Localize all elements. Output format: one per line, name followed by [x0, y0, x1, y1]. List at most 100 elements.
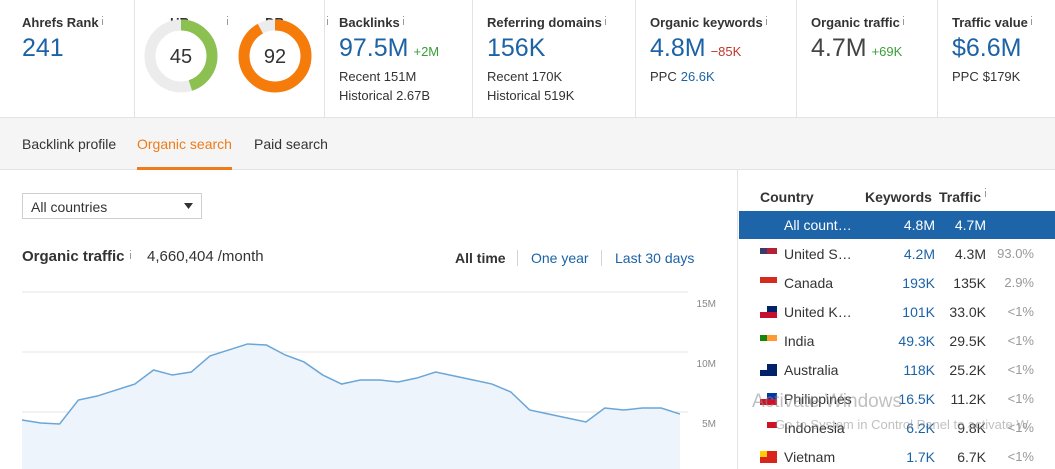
- metrics-bar: [0, 0, 1055, 118]
- country-keywords: 16.5K: [898, 391, 935, 407]
- flag-bottom: [760, 341, 777, 347]
- metric-value-row: 97.5M +2M: [339, 34, 439, 63]
- dropdown-text: All countries: [31, 199, 108, 215]
- country-keywords: 4.2M: [903, 246, 935, 262]
- metric-label: Traffic value: [952, 15, 1028, 30]
- country-row[interactable]: Indonesia 6.2K 9.8K <1%: [739, 414, 1055, 442]
- country-traffic: 25.2K: [949, 362, 986, 378]
- os-watermark-note: Go to System in Control Panel to activat…: [775, 417, 1029, 432]
- total-value: 4,660,404: [147, 248, 214, 265]
- flag-top: [760, 306, 777, 312]
- country-flag: [760, 451, 777, 463]
- flag-mark: [760, 277, 767, 283]
- gauge-arc: [144, 19, 218, 93]
- country-flag: [760, 393, 777, 405]
- metric-cell: Ahrefs Rank 241: [0, 0, 135, 117]
- info-icon: [129, 250, 131, 259]
- country-row[interactable]: Vietnam 1.7K 6.7K <1%: [739, 443, 1055, 469]
- metric-cell: Organic keywords 4.8M −85K PPC 26.6K: [636, 0, 797, 117]
- info-icon: [902, 16, 904, 25]
- country-row[interactable]: Philippines 16.5K 11.2K <1%: [739, 385, 1055, 413]
- country-traffic: 33.0K: [949, 304, 986, 320]
- country-share: <1%: [1007, 333, 1034, 348]
- traffic-area: [22, 343, 680, 469]
- metric-value-row: 4.8M −85K: [650, 34, 741, 63]
- metric-value-row: 4.7M +69K: [811, 34, 902, 63]
- metric-ppc: PPC 26.6K: [650, 69, 715, 84]
- flag-top: [760, 248, 777, 254]
- country-name: Philippines: [784, 391, 852, 407]
- tab[interactable]: Organic search: [137, 136, 232, 152]
- flag-top: [760, 451, 777, 457]
- range-option[interactable]: All time: [455, 250, 506, 266]
- dropdown-arrow: [184, 203, 193, 209]
- metric-value: 97.5M: [339, 34, 409, 62]
- country-share: <1%: [1007, 420, 1034, 435]
- country-row[interactable]: Australia 118K 25.2K <1%: [739, 356, 1055, 384]
- y-tick-label: 5M: [702, 419, 716, 430]
- country-name: Indonesia: [784, 420, 845, 436]
- country-row[interactable]: India 49.3K 29.5K <1%: [739, 327, 1055, 355]
- country-share: <1%: [1007, 362, 1034, 377]
- metric-cell: Referring domains 156K Recent 170K Historic…: [473, 0, 636, 117]
- y-tick-label: 10M: [697, 359, 716, 370]
- metric-label: Ahrefs Rank: [22, 15, 99, 30]
- gauge-value: 45: [170, 46, 192, 68]
- country-row[interactable]: Canada 193K 135K 2.9%: [739, 269, 1055, 297]
- country-traffic: 4.3M: [954, 246, 986, 262]
- tab[interactable]: Backlink profile: [22, 136, 117, 152]
- info-icon: [402, 16, 404, 25]
- country-row[interactable]: United S… 4.2M 4.3M 93.0%: [739, 240, 1055, 268]
- metric-value-row: $6.6M: [952, 34, 1021, 63]
- metric-subline: Historical 519K: [487, 88, 575, 103]
- country-flag: [760, 306, 777, 318]
- country-name: Australia: [784, 362, 839, 378]
- table-header: Keywords: [865, 189, 932, 205]
- metric-ppc: PPC $179K: [952, 69, 1020, 84]
- metric-label: Organic traffic: [811, 15, 900, 30]
- metric-value: 4.7M: [811, 34, 867, 62]
- flag-top: [760, 335, 777, 341]
- country-name: Vietnam: [784, 449, 836, 465]
- country-share: <1%: [1007, 449, 1034, 464]
- country-panel: [737, 170, 1055, 469]
- info-icon: [604, 16, 606, 25]
- country-keywords: 101K: [902, 304, 935, 320]
- country-traffic: 6.7K: [957, 449, 986, 465]
- range-option[interactable]: One year: [531, 250, 589, 266]
- country-flag: [760, 335, 777, 347]
- flag-bottom: [760, 428, 777, 434]
- tab-bar: [0, 118, 1055, 170]
- country-share: 93.0%: [997, 246, 1034, 261]
- country-flag: [760, 248, 777, 260]
- flag-bottom: [760, 254, 777, 260]
- country-dropdown[interactable]: All countries: [22, 193, 202, 219]
- info-icon: [985, 188, 987, 197]
- range-option[interactable]: Last 30 days: [615, 250, 695, 266]
- country-row[interactable]: All count… 4.8M 4.7M: [739, 211, 1055, 239]
- country-share: <1%: [1007, 304, 1034, 319]
- country-keywords: 118K: [903, 362, 935, 378]
- traffic-line: [21, 343, 681, 425]
- country-traffic: 135K: [953, 275, 986, 291]
- metric-value-row: 156K: [487, 34, 545, 63]
- total-unit: /month: [217, 248, 264, 265]
- tab[interactable]: Paid search: [254, 136, 328, 152]
- rating-gauge: 45: [144, 19, 218, 93]
- traffic-chart: 5M 10M 15M: [21, 291, 716, 469]
- country-keywords: 6.2K: [906, 420, 935, 436]
- range-separator: [517, 250, 518, 266]
- country-row[interactable]: United K… 101K 33.0K <1%: [739, 298, 1055, 326]
- metric-label: Referring domains: [487, 15, 602, 30]
- metric-cell: DR 92: [225, 0, 325, 117]
- info-icon: [765, 16, 767, 25]
- country-flag: [760, 422, 777, 434]
- flag-mark: [760, 364, 767, 370]
- range-separator: [601, 250, 602, 266]
- flag-mark: [760, 335, 767, 341]
- tab-underline: [137, 167, 232, 170]
- country-share: 2.9%: [1004, 275, 1034, 290]
- metric-delta: +2M: [413, 44, 440, 59]
- country-keywords: 1.7K: [906, 449, 935, 465]
